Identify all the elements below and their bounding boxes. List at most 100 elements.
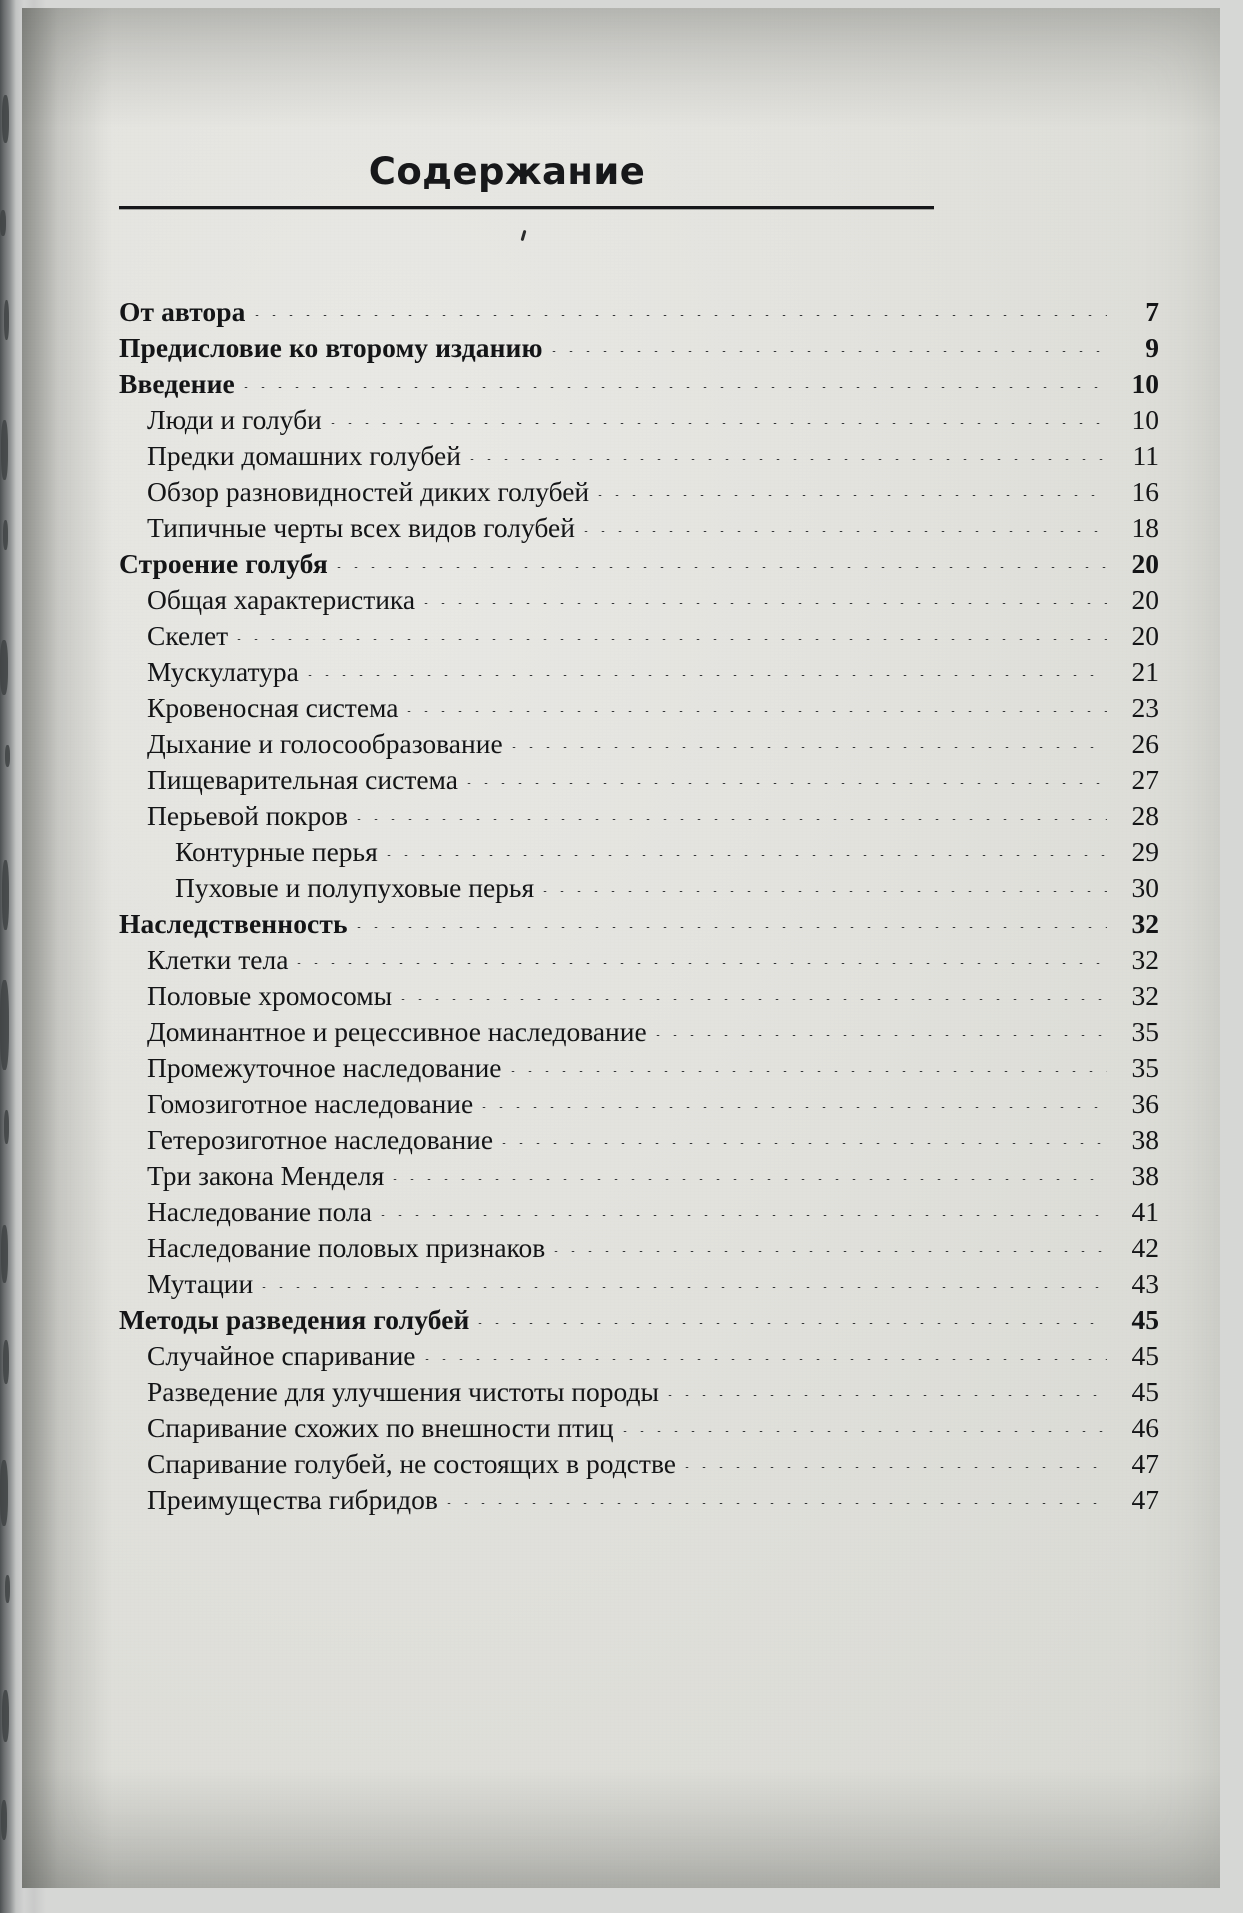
toc-leader-dots (482, 1107, 1107, 1108)
toc-leader-dots (655, 1035, 1107, 1036)
toc-entry[interactable]: Предисловие ко второму изданию 9 (119, 330, 1159, 366)
toc-entry[interactable]: Кровеносная система 23 (119, 690, 1159, 726)
paper-edge-fleck (0, 980, 9, 1070)
toc-entry-label: Дыхание и голосообразование (147, 728, 503, 759)
toc-leader-dots (356, 927, 1107, 928)
toc-entry-label: Гомозиготное наследование (147, 1088, 474, 1119)
toc-entry[interactable]: Наследование пола 41 (119, 1194, 1159, 1230)
toc-entry[interactable]: Пищеварительная система 27 (119, 762, 1159, 798)
toc-entry-page-number: 32 (1131, 980, 1160, 1011)
toc-entry-page-number: 45 (1131, 1376, 1160, 1407)
toc-entry[interactable]: Мускулатура 21 (119, 654, 1159, 690)
toc-entry[interactable]: Промежуточное наследование 35 (119, 1050, 1159, 1086)
paper-edge-fleck (3, 520, 8, 550)
toc-entry-label: Доминантное и рецессивное наследование (147, 1016, 647, 1047)
toc-entry-label: Обзор разновидностей диких голубей (147, 476, 590, 507)
toc-entry[interactable]: Гомозиготное наследование 36 (119, 1086, 1159, 1122)
toc-entry-label: Спаривание схожих по внешности птиц (147, 1412, 614, 1443)
toc-entry-page-number: 35 (1131, 1016, 1160, 1047)
toc-entry-page-number: 10 (1131, 404, 1160, 435)
toc-entry-label: Контурные перья (175, 836, 378, 867)
toc-leader-dots (336, 567, 1107, 568)
page-content: Содержание От автора 7 Предисловие ко втор… (97, 8, 1177, 1888)
toc-leader-dots (401, 999, 1107, 1000)
toc-entry-label: Спаривание голубей, не состоящих в родст… (147, 1448, 676, 1479)
paper-edge-fleck (4, 300, 9, 340)
toc-leader-dots (511, 747, 1107, 748)
toc-leader-dots (598, 495, 1107, 496)
title-divider (119, 206, 934, 210)
toc-entry[interactable]: Половые хромосомы 32 (119, 978, 1159, 1014)
toc-entry-page-number: 47 (1131, 1484, 1160, 1515)
toc-entry[interactable]: Дыхание и голосообразование 26 (119, 726, 1159, 762)
toc-entry[interactable]: Предки домашних голубей 11 (119, 438, 1159, 474)
toc-entry-label: От автора (119, 296, 246, 327)
toc-entry-label: Преимущества гибридов (147, 1484, 438, 1515)
toc-entry[interactable]: Наследование половых признаков 42 (119, 1230, 1159, 1266)
paper-edge-fleck (5, 1575, 10, 1603)
toc-leader-dots (407, 711, 1107, 712)
toc-entry[interactable]: Гетерозиготное наследование 38 (119, 1122, 1159, 1158)
toc-entry[interactable]: От автора 7 (119, 294, 1159, 330)
toc-entry[interactable]: Методы разведения голубей 45 (119, 1302, 1159, 1338)
toc-entry-label: Разведение для улучшения чистоты породы (147, 1376, 659, 1407)
paper-edge-fleck (4, 1110, 9, 1144)
toc-entry-label: Типичные черты всех видов голубей (147, 512, 575, 543)
toc-leader-dots (386, 855, 1107, 856)
toc-entry-page-number: 41 (1131, 1196, 1160, 1227)
toc-entry[interactable]: Обзор разновидностей диких голубей 16 (119, 474, 1159, 510)
toc-entry[interactable]: Наследственность 32 (119, 906, 1159, 942)
toc-entry[interactable]: Строение голубя 20 (119, 546, 1159, 582)
toc-entry-label: Промежуточное наследование (147, 1052, 502, 1083)
toc-entry-page-number: 28 (1131, 800, 1160, 831)
toc-entry[interactable]: Общая характеристика 20 (119, 582, 1159, 618)
toc-leader-dots (262, 1287, 1107, 1288)
toc-leader-dots (237, 639, 1107, 640)
toc-entry[interactable]: Разведение для улучшения чистоты породы 4… (119, 1374, 1159, 1410)
toc-entry[interactable]: Случайное спаривание 45 (119, 1338, 1159, 1374)
toc-entry-label: Предки домашних голубей (147, 440, 461, 471)
toc-entry[interactable]: Скелет 20 (119, 618, 1159, 654)
toc-entry-label: Клетки тела (147, 944, 289, 975)
toc-entry[interactable]: Спаривание голубей, не состоящих в родст… (119, 1446, 1159, 1482)
toc-leader-dots (307, 675, 1107, 676)
toc-entry-label: Наследование пола (147, 1196, 372, 1227)
toc-entry[interactable]: Мутации 43 (119, 1266, 1159, 1302)
toc-entry[interactable]: Люди и голуби 10 (119, 402, 1159, 438)
toc-entry-page-number: 38 (1131, 1124, 1160, 1155)
toc-leader-dots (583, 531, 1107, 532)
page-title: Содержание (368, 150, 646, 193)
toc-entry[interactable]: Три закона Менделя 38 (119, 1158, 1159, 1194)
toc-entry[interactable]: Перьевой покров 28 (119, 798, 1159, 834)
toc-entry[interactable]: Введение 10 (119, 366, 1159, 402)
toc-leader-dots (502, 1143, 1107, 1144)
toc-leader-dots (424, 1359, 1107, 1360)
toc-entry[interactable]: Пуховые и полупуховые перья 30 (119, 870, 1159, 906)
book-page: Содержание От автора 7 Предисловие ко втор… (22, 8, 1220, 1888)
toc-leader-dots (554, 1251, 1107, 1252)
paper-edge-fleck (0, 1460, 8, 1526)
toc-entry[interactable]: Доминантное и рецессивное наследование 35 (119, 1014, 1159, 1050)
toc-entry-label: Мускулатура (147, 656, 299, 687)
toc-entry-page-number: 45 (1131, 1304, 1160, 1335)
toc-entry-page-number: 9 (1145, 332, 1159, 363)
toc-entry-page-number: 42 (1131, 1232, 1160, 1263)
toc-entry-label: Наследование половых признаков (147, 1232, 546, 1263)
table-of-contents: От автора 7 Предисловие ко второму изданию… (119, 294, 1159, 1518)
toc-leader-dots (478, 1323, 1107, 1324)
toc-entry-label: Предисловие ко второму изданию (119, 332, 543, 363)
toc-entry-page-number: 11 (1132, 440, 1159, 471)
toc-entry[interactable]: Типичные черты всех видов голубей 18 (119, 510, 1159, 546)
toc-leader-dots (254, 315, 1107, 316)
toc-entry-label: Половые хромосомы (147, 980, 393, 1011)
toc-entry[interactable]: Контурные перья 29 (119, 834, 1159, 870)
toc-leader-dots (357, 819, 1107, 820)
toc-entry-label: Методы разведения голубей (119, 1304, 470, 1335)
toc-entry-page-number: 27 (1131, 764, 1160, 795)
toc-entry-label: Пуховые и полупуховые перья (175, 872, 535, 903)
toc-entry[interactable]: Спаривание схожих по внешности птиц 46 (119, 1410, 1159, 1446)
toc-entry[interactable]: Клетки тела 32 (119, 942, 1159, 978)
toc-entry-label: Случайное спаривание (147, 1340, 416, 1371)
toc-leader-dots (243, 387, 1107, 388)
toc-entry[interactable]: Преимущества гибридов 47 (119, 1482, 1159, 1518)
